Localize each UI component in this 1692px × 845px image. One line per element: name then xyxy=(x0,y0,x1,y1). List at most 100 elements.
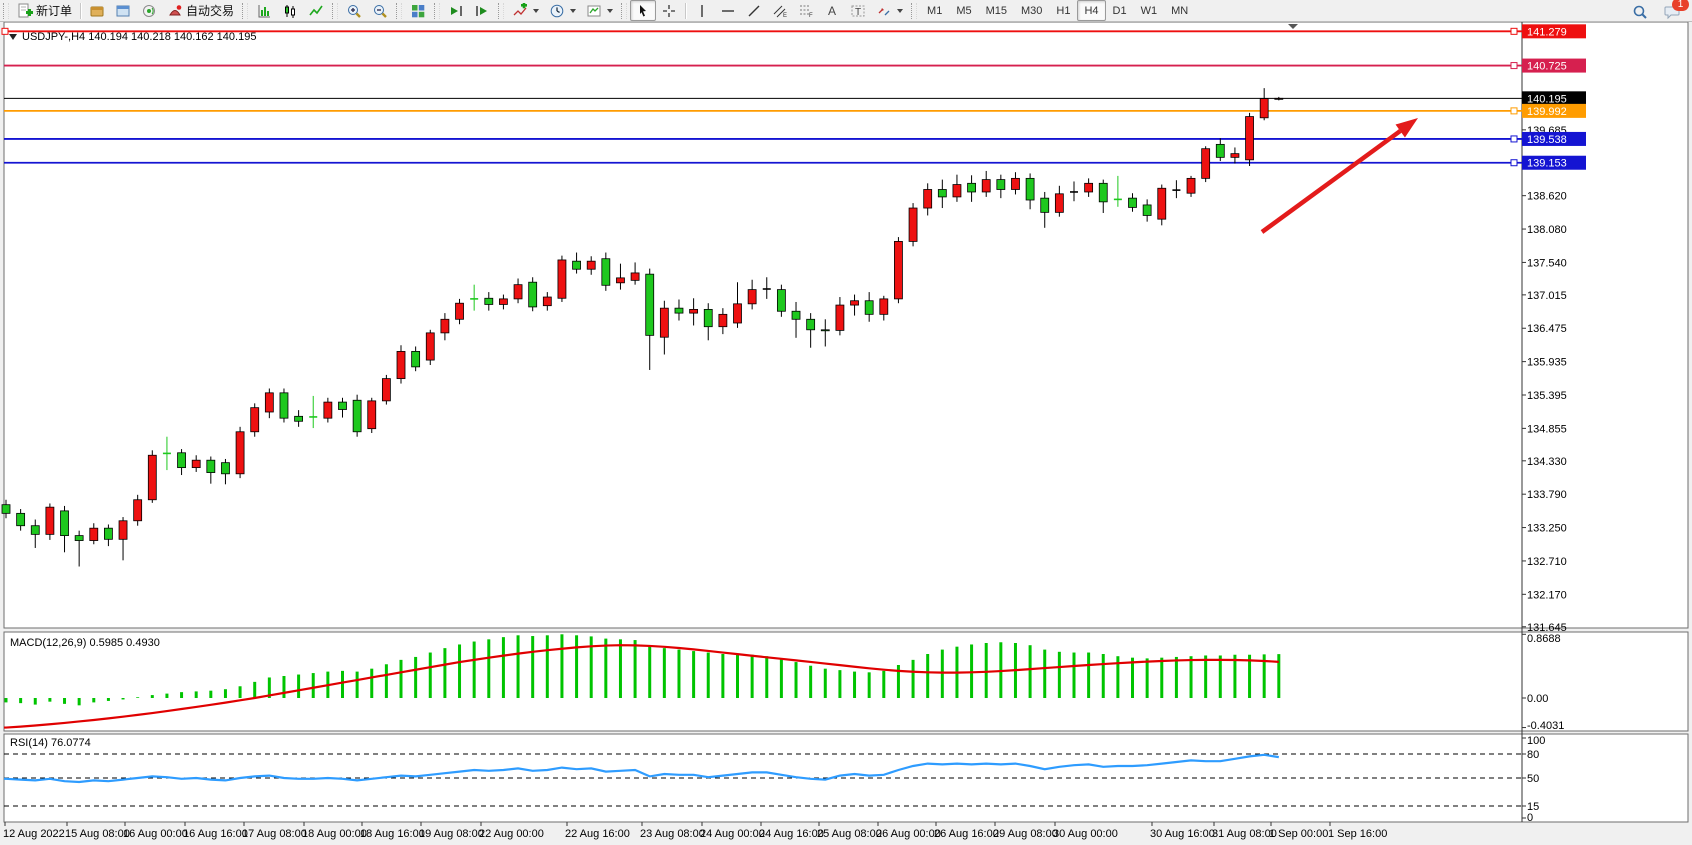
signals-button[interactable] xyxy=(136,0,162,21)
candle-body xyxy=(323,401,333,419)
candle-body xyxy=(74,535,84,541)
hline-handle[interactable] xyxy=(1510,107,1518,115)
price-tick-label: 138.620 xyxy=(1527,191,1567,203)
indicators-dropdown-caret[interactable] xyxy=(533,8,540,13)
time-axis-label: 15 Aug 08:00 xyxy=(65,828,130,840)
timeframe-mn-button[interactable]: MN xyxy=(1171,4,1189,17)
candle-body xyxy=(1025,177,1035,201)
time-axis-label: 24 Aug 16:00 xyxy=(759,828,824,840)
timeframe-d1-button[interactable]: D1 xyxy=(1112,4,1127,17)
candle-body xyxy=(601,258,611,286)
indicators-icon xyxy=(513,2,528,15)
candle-body xyxy=(1011,177,1020,190)
time-axis-label: 26 Aug 16:00 xyxy=(934,828,999,840)
svg-text:T: T xyxy=(855,7,861,18)
price-tick-label: 136.475 xyxy=(1527,323,1567,335)
new-order-button[interactable]: 新订单 xyxy=(12,0,77,21)
candle-body xyxy=(864,300,874,315)
hline-handle[interactable] xyxy=(1510,62,1518,70)
symbol-dropdown-icon[interactable] xyxy=(9,34,17,40)
candle-body xyxy=(572,260,581,270)
candle-body xyxy=(294,415,304,422)
periods-dropdown-caret[interactable] xyxy=(570,8,577,13)
notification-badge[interactable]: 1 xyxy=(1672,0,1689,11)
fibonacci-tool-button[interactable]: F xyxy=(793,0,819,21)
search-button[interactable] xyxy=(1627,1,1653,22)
candle-body xyxy=(674,307,684,314)
hline-handle[interactable] xyxy=(1510,135,1518,143)
svg-text:A: A xyxy=(828,4,836,18)
indicators-button[interactable] xyxy=(507,0,544,21)
navigator-button[interactable] xyxy=(110,0,136,21)
price-tick-label: 133.250 xyxy=(1527,523,1567,535)
tile-windows-button[interactable] xyxy=(405,0,431,21)
bar-chart-button[interactable] xyxy=(251,0,277,21)
hline-handle[interactable] xyxy=(1,27,9,35)
rsi-level-label: 80 xyxy=(1527,749,1539,761)
candle-body xyxy=(1054,193,1064,213)
auto-scroll-button[interactable] xyxy=(443,0,469,21)
price-badge xyxy=(1522,58,1586,73)
candle-body xyxy=(455,302,464,320)
templates-dropdown-caret[interactable] xyxy=(607,8,614,13)
candle-body xyxy=(1186,177,1196,194)
bar-chart-icon xyxy=(258,4,271,17)
timeframe-h4-button[interactable]: H4 xyxy=(1077,0,1106,21)
timeframe-m1-button[interactable]: M1 xyxy=(927,4,943,17)
horizontal-lines xyxy=(1,27,1522,167)
candle-body xyxy=(425,332,435,361)
arrows-tool-button[interactable] xyxy=(871,0,908,21)
trend-arrow[interactable] xyxy=(1260,118,1418,234)
price-axis: 139.685138.620138.080137.540137.015136.4… xyxy=(1522,125,1567,634)
candle-body xyxy=(206,459,216,473)
price-tick-label: 135.395 xyxy=(1527,390,1567,402)
hline-handle[interactable] xyxy=(1510,159,1518,167)
horizontal-line-tool-button[interactable] xyxy=(715,0,741,21)
arrows-dropdown-caret[interactable] xyxy=(897,8,904,13)
terminal-button[interactable] xyxy=(84,0,110,21)
candle-body xyxy=(381,378,391,402)
svg-text:F: F xyxy=(809,13,813,19)
zoom-out-button[interactable] xyxy=(367,0,393,21)
time-axis-label: 24 Aug 00:00 xyxy=(700,828,765,840)
symbol-title: USDJPY-,H4 140.194 140.218 140.162 140.1… xyxy=(22,31,257,43)
time-axis-label: 19 Aug 08:00 xyxy=(419,828,484,840)
line-chart-icon xyxy=(309,5,323,15)
candle-body xyxy=(513,284,523,300)
text-label-tool-button[interactable]: T xyxy=(845,0,871,21)
text-tool-button[interactable]: A xyxy=(819,0,845,21)
chart-shift-button[interactable] xyxy=(469,0,495,21)
timeframe-m5-button[interactable]: M5 xyxy=(956,4,972,17)
vertical-line-tool-button[interactable] xyxy=(689,0,715,21)
price-badge xyxy=(1522,103,1586,118)
timeframe-h1-button[interactable]: H1 xyxy=(1056,4,1071,17)
hline-handle[interactable] xyxy=(1510,27,1518,35)
time-axis-label: 25 Aug 08:00 xyxy=(817,828,882,840)
periods-button[interactable] xyxy=(544,0,581,21)
macd-indicator: 0.8688 0.00 -0.4031 xyxy=(4,633,1564,732)
templates-button[interactable] xyxy=(581,0,618,21)
timeframe-m30-button[interactable]: M30 xyxy=(1021,4,1043,17)
crosshair-tool-button[interactable] xyxy=(656,0,682,21)
time-axis-label: 1 Sep 00:00 xyxy=(1269,828,1328,840)
time-axis-label: 31 Aug 08:00 xyxy=(1212,828,1277,840)
time-axis-label: 18 Aug 00:00 xyxy=(302,828,367,840)
candle-body xyxy=(689,308,699,314)
chart-shift-marker[interactable] xyxy=(1288,24,1298,29)
auto-trading-button[interactable]: 自动交易 xyxy=(162,0,239,21)
candle-body xyxy=(937,189,947,198)
candle-body xyxy=(835,304,845,331)
notifications-button[interactable]: 1 xyxy=(1659,0,1689,22)
candlesticks-button[interactable] xyxy=(277,0,303,21)
channel-tool-button[interactable]: E xyxy=(767,0,793,21)
timeframe-w1-button[interactable]: W1 xyxy=(1140,4,1158,17)
zoom-in-button[interactable] xyxy=(341,0,367,21)
candle-body xyxy=(1084,182,1094,193)
toolbar-grip[interactable] xyxy=(3,2,9,19)
timeframe-m15-button[interactable]: M15 xyxy=(985,4,1007,17)
cursor-tool-button[interactable] xyxy=(630,0,657,21)
trendline-tool-button[interactable] xyxy=(741,0,767,21)
line-chart-button[interactable] xyxy=(303,0,329,21)
candle-body xyxy=(338,401,347,410)
